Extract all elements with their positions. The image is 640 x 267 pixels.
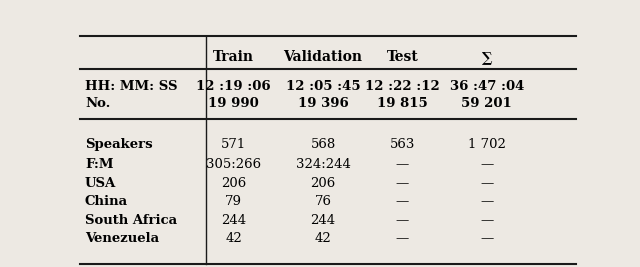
Text: Train: Train (213, 50, 254, 64)
Text: —: — (396, 158, 409, 171)
Text: 36 :47 :04
59 201: 36 :47 :04 59 201 (449, 80, 524, 110)
Text: —: — (480, 195, 493, 208)
Text: 568: 568 (310, 138, 335, 151)
Text: 1 702: 1 702 (468, 138, 506, 151)
Text: —: — (396, 177, 409, 190)
Text: 42: 42 (225, 232, 242, 245)
Text: ∑: ∑ (481, 50, 492, 64)
Text: 206: 206 (221, 177, 246, 190)
Text: 42: 42 (315, 232, 332, 245)
Text: 12 :19 :06
19 990: 12 :19 :06 19 990 (196, 80, 271, 110)
Text: China: China (85, 195, 128, 208)
Text: Venezuela: Venezuela (85, 232, 159, 245)
Text: —: — (480, 158, 493, 171)
Text: 244: 244 (310, 214, 335, 227)
Text: Validation: Validation (284, 50, 362, 64)
Text: 76: 76 (314, 195, 332, 208)
Text: —: — (396, 232, 409, 245)
Text: USA: USA (85, 177, 116, 190)
Text: 79: 79 (225, 195, 243, 208)
Text: 12 :05 :45
19 396: 12 :05 :45 19 396 (285, 80, 360, 110)
Text: 12 :22 :12
19 815: 12 :22 :12 19 815 (365, 80, 440, 110)
Text: 206: 206 (310, 177, 335, 190)
Text: —: — (396, 195, 409, 208)
Text: —: — (480, 177, 493, 190)
Text: —: — (480, 214, 493, 227)
Text: F:M: F:M (85, 158, 113, 171)
Text: 305:266: 305:266 (206, 158, 261, 171)
Text: Test: Test (387, 50, 419, 64)
Text: HH: MM: SS
No.: HH: MM: SS No. (85, 80, 177, 110)
Text: —: — (480, 232, 493, 245)
Text: 571: 571 (221, 138, 246, 151)
Text: South Africa: South Africa (85, 214, 177, 227)
Text: 563: 563 (390, 138, 415, 151)
Text: 244: 244 (221, 214, 246, 227)
Text: —: — (396, 214, 409, 227)
Text: Speakers: Speakers (85, 138, 152, 151)
Text: 324:244: 324:244 (296, 158, 351, 171)
